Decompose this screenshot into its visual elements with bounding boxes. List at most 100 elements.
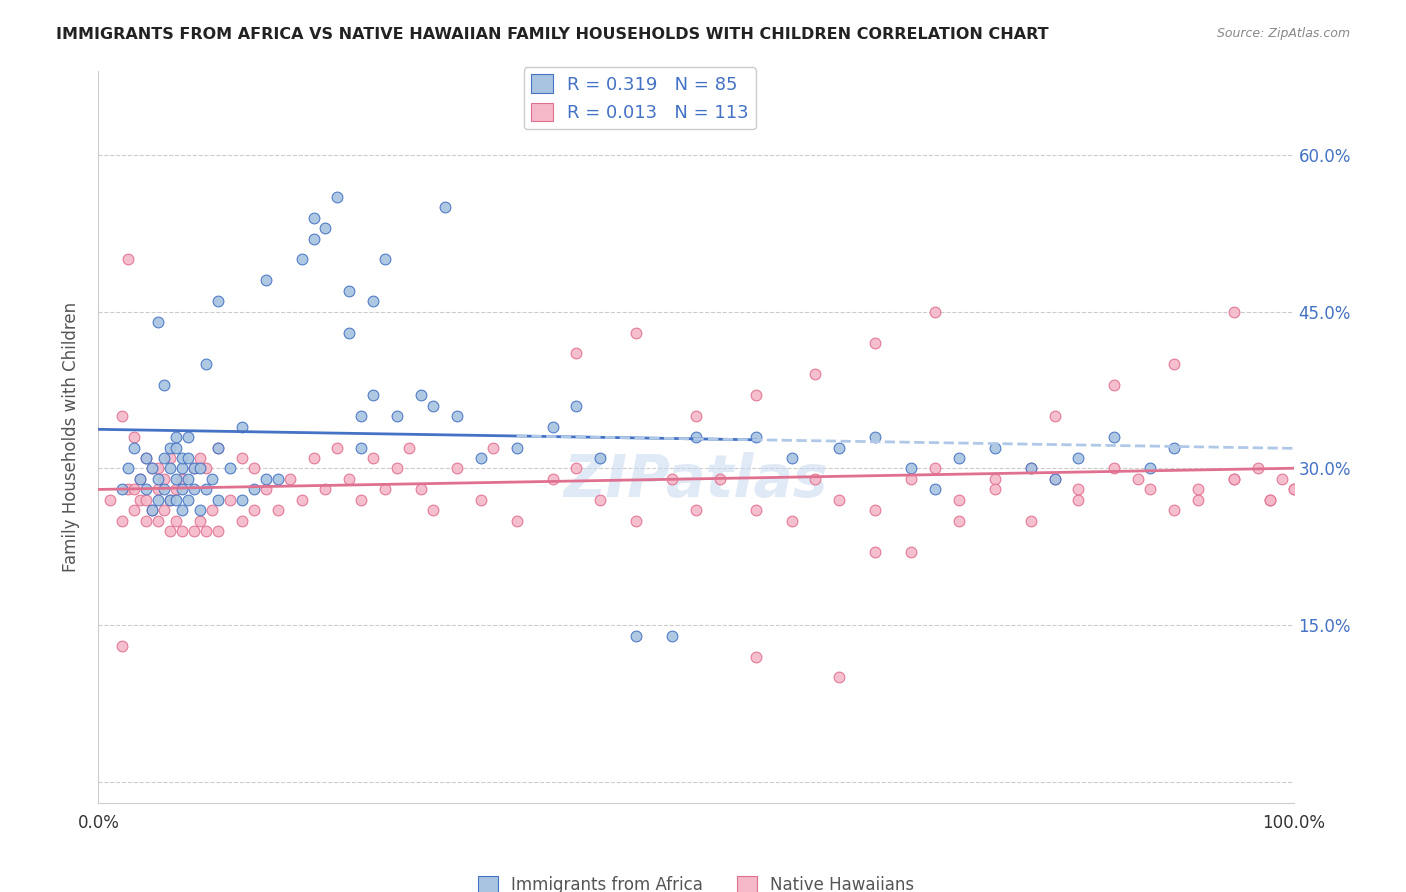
Point bbox=[153, 377, 176, 392]
Point bbox=[948, 492, 970, 507]
Point bbox=[111, 514, 134, 528]
Point bbox=[780, 450, 803, 465]
Point bbox=[302, 211, 325, 225]
Point bbox=[446, 461, 468, 475]
Point bbox=[709, 472, 731, 486]
Point bbox=[626, 326, 648, 340]
Point bbox=[148, 514, 170, 528]
Point bbox=[159, 492, 181, 507]
Point bbox=[984, 483, 1007, 497]
Text: Source: ZipAtlas.com: Source: ZipAtlas.com bbox=[1216, 27, 1350, 40]
Point bbox=[398, 441, 420, 455]
Point bbox=[117, 461, 139, 475]
Point bbox=[1019, 461, 1042, 475]
Point bbox=[589, 492, 612, 507]
Point bbox=[188, 461, 211, 475]
Point bbox=[828, 670, 851, 684]
Point bbox=[1282, 483, 1305, 497]
Point bbox=[188, 503, 211, 517]
Point bbox=[1163, 441, 1185, 455]
Point bbox=[565, 461, 588, 475]
Point bbox=[195, 461, 218, 475]
Point bbox=[302, 450, 325, 465]
Point bbox=[804, 368, 827, 382]
Point bbox=[315, 221, 337, 235]
Point bbox=[828, 441, 851, 455]
Point bbox=[1104, 430, 1126, 444]
Point bbox=[780, 514, 803, 528]
Point bbox=[948, 450, 970, 465]
Point bbox=[804, 472, 827, 486]
Point bbox=[159, 461, 181, 475]
Point bbox=[278, 472, 301, 486]
Point bbox=[183, 524, 205, 538]
Point bbox=[434, 200, 457, 214]
Point bbox=[1104, 461, 1126, 475]
Point bbox=[865, 503, 887, 517]
Point bbox=[565, 399, 588, 413]
Point bbox=[924, 483, 946, 497]
Point bbox=[302, 231, 325, 245]
Point bbox=[350, 441, 373, 455]
Point bbox=[129, 492, 152, 507]
Point bbox=[159, 441, 181, 455]
Point bbox=[745, 430, 768, 444]
Point bbox=[1043, 472, 1066, 486]
Point bbox=[141, 461, 163, 475]
Point bbox=[165, 441, 187, 455]
Point bbox=[1163, 503, 1185, 517]
Point bbox=[1187, 483, 1209, 497]
Point bbox=[207, 294, 229, 309]
Point bbox=[506, 441, 529, 455]
Point bbox=[135, 450, 157, 465]
Point bbox=[207, 441, 229, 455]
Legend: Immigrants from Africa, Native Hawaiians: Immigrants from Africa, Native Hawaiians bbox=[471, 870, 921, 892]
Point bbox=[446, 409, 468, 424]
Point bbox=[183, 461, 205, 475]
Point bbox=[339, 472, 361, 486]
Point bbox=[141, 461, 163, 475]
Point bbox=[661, 629, 683, 643]
Point bbox=[984, 441, 1007, 455]
Point bbox=[153, 472, 176, 486]
Point bbox=[385, 461, 409, 475]
Point bbox=[565, 346, 588, 360]
Point bbox=[685, 503, 707, 517]
Point bbox=[1223, 472, 1246, 486]
Point bbox=[172, 483, 194, 497]
Point bbox=[900, 461, 922, 475]
Point bbox=[626, 629, 648, 643]
Point bbox=[153, 503, 176, 517]
Point bbox=[1128, 472, 1150, 486]
Point bbox=[1258, 492, 1281, 507]
Point bbox=[135, 483, 157, 497]
Point bbox=[195, 357, 218, 371]
Point bbox=[865, 545, 887, 559]
Point bbox=[1139, 461, 1161, 475]
Point bbox=[172, 461, 194, 475]
Point bbox=[165, 430, 187, 444]
Point bbox=[231, 450, 253, 465]
Point bbox=[363, 294, 385, 309]
Point bbox=[374, 252, 396, 267]
Point bbox=[195, 524, 218, 538]
Point bbox=[1019, 514, 1042, 528]
Point bbox=[1223, 472, 1246, 486]
Point bbox=[745, 649, 768, 664]
Point bbox=[177, 492, 200, 507]
Point bbox=[231, 514, 253, 528]
Point bbox=[745, 503, 768, 517]
Point bbox=[385, 409, 409, 424]
Point bbox=[411, 388, 433, 402]
Point bbox=[350, 409, 373, 424]
Point bbox=[363, 450, 385, 465]
Point bbox=[98, 492, 122, 507]
Point bbox=[828, 492, 851, 507]
Point bbox=[254, 472, 277, 486]
Point bbox=[141, 503, 163, 517]
Point bbox=[1187, 492, 1209, 507]
Point bbox=[165, 483, 187, 497]
Point bbox=[470, 450, 492, 465]
Point bbox=[148, 461, 170, 475]
Point bbox=[984, 472, 1007, 486]
